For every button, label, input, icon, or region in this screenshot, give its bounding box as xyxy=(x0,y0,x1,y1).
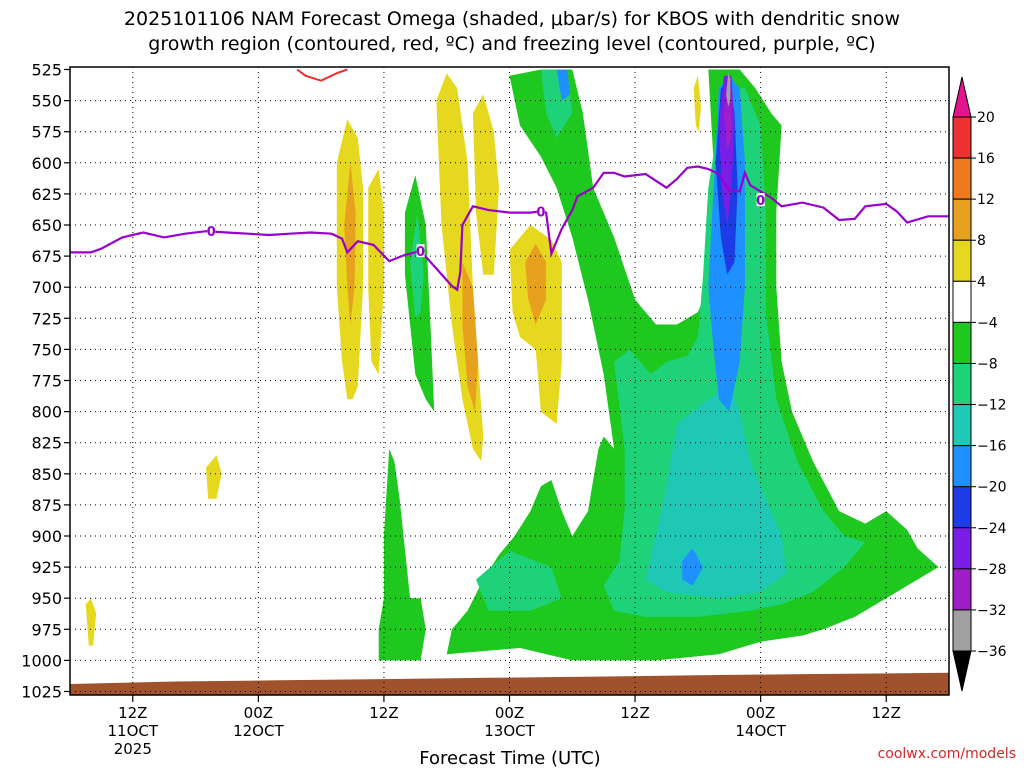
colorbar-bin--24--20 xyxy=(952,486,972,529)
x-tick-label: 12Z xyxy=(872,704,901,722)
y-tick-label-950: 950 xyxy=(31,589,62,608)
colorbar-label: −20 xyxy=(977,480,1007,496)
x-tick-date: 14OCT xyxy=(735,722,786,740)
omega-region-ascent-26 xyxy=(693,75,701,132)
omega-region-descent-11 xyxy=(410,212,424,319)
colorbar-label: 12 xyxy=(977,192,995,208)
y-tick-label-725: 725 xyxy=(31,309,62,328)
chart-title-line-1: 2025101106 NAM Forecast Omega (shaded, μ… xyxy=(124,8,900,30)
terrain-ground xyxy=(70,672,949,695)
omega-colorbar: 20 16 12 8 4 −4 −8 −12 −16 −20 −24 −28 −32 −36 xyxy=(952,76,1007,692)
y-tick-label-775: 775 xyxy=(31,372,62,391)
freezing-level-label: 0 xyxy=(536,205,545,220)
x-tick-label: 12Z xyxy=(118,704,147,722)
x-tick-label: 00Z xyxy=(746,704,775,722)
colorbar-bin-16-20 xyxy=(952,116,972,159)
freezing-level-line xyxy=(70,165,949,292)
colorbar-label: −8 xyxy=(977,356,998,372)
omega-region-ascent-9 xyxy=(525,243,547,325)
colorbar-label: 4 xyxy=(977,274,986,290)
freezing-level-label: 0 xyxy=(756,194,765,209)
x-tick-label: 00Z xyxy=(495,704,524,722)
y-tick-label-525: 525 xyxy=(31,61,62,80)
colorbar-bin--16--12 xyxy=(952,404,972,447)
y-tick-label-575: 575 xyxy=(31,123,62,142)
colorbar-label: 20 xyxy=(977,110,995,126)
colorbar-label: −28 xyxy=(977,562,1007,578)
colorbar-label: −16 xyxy=(977,439,1007,455)
x-tick-date: 13OCT xyxy=(484,722,535,740)
x-tick-year: 2025 xyxy=(114,740,152,758)
colorbar-bin-8-12 xyxy=(952,198,972,241)
y-tick-label-825: 825 xyxy=(31,434,62,453)
dendritic-growth-contour xyxy=(296,68,348,82)
colorbar-under-arrow xyxy=(952,650,972,692)
y-tick-label-875: 875 xyxy=(31,496,62,515)
chart-title-line-2: growth region (contoured, red, ºC) and f… xyxy=(148,33,875,55)
omega-region-descent-20 xyxy=(556,69,571,101)
freezing-label-bg-2 xyxy=(536,204,545,218)
y-tick-label-975: 975 xyxy=(31,620,62,639)
freezing-level-label: 0 xyxy=(207,225,216,240)
y-tick-label-550: 550 xyxy=(31,92,62,111)
colorbar-label: −36 xyxy=(977,644,1007,660)
omega-region-descent-25 xyxy=(726,73,731,107)
omega-region-ascent-1 xyxy=(206,455,222,499)
contour-lines: 0 0 0 0 xyxy=(70,68,949,292)
y-tick-label-1025: 1025 xyxy=(21,683,62,702)
omega-region-ascent-8 xyxy=(509,225,562,424)
colorbar-bin--12--8 xyxy=(952,362,972,406)
x-tick-date: 11OCT xyxy=(108,722,159,740)
x-axis-label: Forecast Time (UTC) xyxy=(419,748,600,768)
omega-region-ascent-7 xyxy=(472,94,499,275)
y-tick-label-1000: 1000 xyxy=(21,651,62,670)
colorbar-over-arrow xyxy=(952,76,972,118)
omega-region-descent-17 xyxy=(476,550,562,611)
x-tick-label: 12Z xyxy=(620,704,649,722)
colorbar-bin-12-16 xyxy=(952,157,972,200)
colorbar-label: 16 xyxy=(977,151,995,167)
colorbar-label: −12 xyxy=(977,398,1007,414)
x-tick-label: 12Z xyxy=(369,704,398,722)
y-tick-label-900: 900 xyxy=(31,527,62,546)
colorbar-label: −32 xyxy=(977,603,1007,619)
y-tick-label-700: 700 xyxy=(31,278,62,297)
omega-region-ascent-6 xyxy=(462,262,479,412)
y-tick-label-925: 925 xyxy=(31,558,62,577)
y-tick-label-850: 850 xyxy=(31,465,62,484)
freezing-label-bg-0 xyxy=(207,224,216,238)
omega-region-ascent-4 xyxy=(368,169,384,375)
colorbar-label: 8 xyxy=(977,233,986,249)
colorbar-bin--36--32 xyxy=(952,609,972,652)
credit-text: coolwx.com/models xyxy=(878,746,1016,762)
colorbar-bin--4-4 xyxy=(952,280,972,323)
omega-region-descent-18 xyxy=(682,548,704,586)
omega-region-ascent-3 xyxy=(344,162,356,325)
omega-region-ascent-0 xyxy=(85,598,97,646)
colorbar-bin--20--16 xyxy=(952,445,972,488)
colorbar-bin--28--24 xyxy=(952,527,972,570)
freezing-level-label: 0 xyxy=(416,245,425,260)
colorbar-bin--8--4 xyxy=(952,321,972,364)
x-tick-label: 00Z xyxy=(244,704,273,722)
omega-region-descent-15 xyxy=(645,386,787,599)
omega-region-descent-12 xyxy=(378,448,426,661)
y-tick-label-750: 750 xyxy=(31,340,62,359)
y-tick-label-675: 675 xyxy=(31,247,62,266)
y-tick-label-800: 800 xyxy=(31,403,62,422)
x-tick-date: 12OCT xyxy=(233,722,284,740)
y-tick-label-625: 625 xyxy=(31,185,62,204)
colorbar-bin-4-8 xyxy=(952,239,972,282)
colorbar-bin--32--28 xyxy=(952,568,972,611)
freezing-label-bg-1 xyxy=(416,244,425,258)
y-tick-label-600: 600 xyxy=(31,154,62,173)
omega-shading xyxy=(70,69,949,695)
freezing-label-bg-3 xyxy=(756,193,765,207)
colorbar-label: −4 xyxy=(977,315,998,331)
pressure-axis: 525 550 575 600 625 650 675 700 725 750 775 800 825 8… xyxy=(21,61,70,702)
y-tick-label-650: 650 xyxy=(31,216,62,235)
colorbar-label: −24 xyxy=(977,521,1007,537)
